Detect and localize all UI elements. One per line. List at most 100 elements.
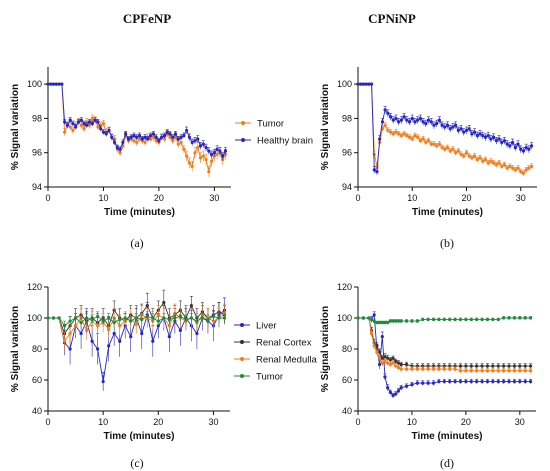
data-point — [132, 139, 136, 143]
data-point — [49, 82, 53, 86]
data-point — [507, 364, 511, 368]
data-point — [391, 319, 395, 323]
x-tick-label: 10 — [407, 193, 417, 203]
data-point — [494, 163, 498, 167]
data-point — [481, 133, 485, 138]
data-point — [421, 317, 425, 322]
data-point — [410, 367, 414, 371]
data-point — [63, 120, 67, 124]
y-tick-label: 98 — [342, 113, 352, 123]
data-point — [485, 379, 490, 384]
data-point — [496, 379, 500, 384]
x-tick-label: 20 — [153, 417, 163, 427]
data-point — [448, 379, 452, 384]
data-point — [96, 347, 100, 351]
legend-swatch-marker — [240, 340, 244, 344]
data-point — [372, 313, 376, 317]
data-point — [418, 139, 422, 143]
data-point — [65, 123, 70, 127]
data-point — [431, 317, 436, 322]
legend-label: Liver — [256, 321, 277, 332]
data-point — [372, 168, 376, 172]
y-tick-label: 100 — [27, 79, 42, 89]
data-point — [402, 132, 406, 136]
data-point — [464, 317, 468, 322]
data-point — [79, 123, 83, 127]
data-point — [154, 139, 158, 143]
data-point — [529, 316, 533, 320]
legend-label: Renal Medulla — [256, 355, 317, 366]
data-point — [410, 137, 414, 141]
panel-label: (c) — [130, 456, 143, 470]
data-point — [62, 339, 67, 343]
data-point — [397, 132, 401, 136]
data-point — [394, 130, 398, 134]
legend-swatch-marker — [240, 357, 244, 361]
data-point — [432, 123, 436, 127]
data-point — [475, 369, 479, 373]
panel-label: (a) — [130, 236, 143, 250]
data-point — [435, 144, 439, 148]
data-point — [486, 161, 490, 165]
data-point — [443, 125, 447, 129]
data-point — [383, 321, 387, 325]
data-point — [151, 316, 155, 320]
data-point — [96, 324, 100, 328]
data-point — [118, 324, 122, 328]
data-point — [377, 350, 382, 354]
data-point — [470, 132, 474, 136]
data-point — [140, 317, 144, 322]
data-point — [134, 316, 138, 320]
data-point — [145, 304, 149, 308]
data-point — [171, 139, 175, 143]
data-point — [407, 135, 412, 139]
data-point — [369, 331, 374, 336]
data-point — [173, 316, 177, 320]
data-point — [187, 161, 192, 165]
data-point — [399, 319, 403, 323]
data-point — [464, 364, 468, 368]
data-point — [416, 135, 420, 139]
data-point — [462, 130, 466, 134]
data-point — [480, 369, 484, 373]
x-tick-label: 20 — [461, 417, 471, 427]
data-point — [359, 82, 363, 86]
data-point — [193, 139, 197, 143]
data-point — [404, 384, 409, 388]
data-point — [101, 130, 106, 134]
data-point — [521, 171, 526, 175]
y-tick-label: 60 — [32, 375, 42, 385]
data-point — [90, 317, 94, 322]
data-point — [378, 137, 382, 141]
data-point — [507, 379, 511, 384]
data-point — [82, 127, 86, 131]
data-point — [212, 151, 216, 155]
data-point — [421, 381, 425, 385]
y-tick-label: 100 — [27, 313, 42, 323]
data-point — [165, 130, 169, 134]
y-tick-label: 80 — [342, 344, 352, 354]
data-point — [386, 356, 390, 360]
legend-label: Tumor — [256, 372, 283, 383]
data-point — [396, 361, 401, 365]
data-point — [112, 331, 116, 336]
data-point — [391, 361, 395, 365]
data-point — [369, 317, 374, 322]
data-point — [96, 125, 100, 129]
x-axis-label: Time (minutes) — [412, 431, 483, 442]
data-point — [397, 120, 401, 124]
data-point — [405, 133, 409, 138]
data-point — [356, 82, 360, 86]
data-point — [101, 121, 106, 126]
data-point — [118, 147, 122, 151]
data-point — [57, 316, 61, 320]
data-point — [394, 116, 398, 121]
data-point — [201, 142, 205, 146]
x-tick-label: 0 — [45, 193, 50, 203]
data-point — [140, 137, 144, 141]
panel-label: (d) — [440, 456, 454, 470]
data-point — [475, 317, 479, 322]
data-point — [413, 133, 417, 138]
legend-label: Tumor — [257, 119, 284, 130]
